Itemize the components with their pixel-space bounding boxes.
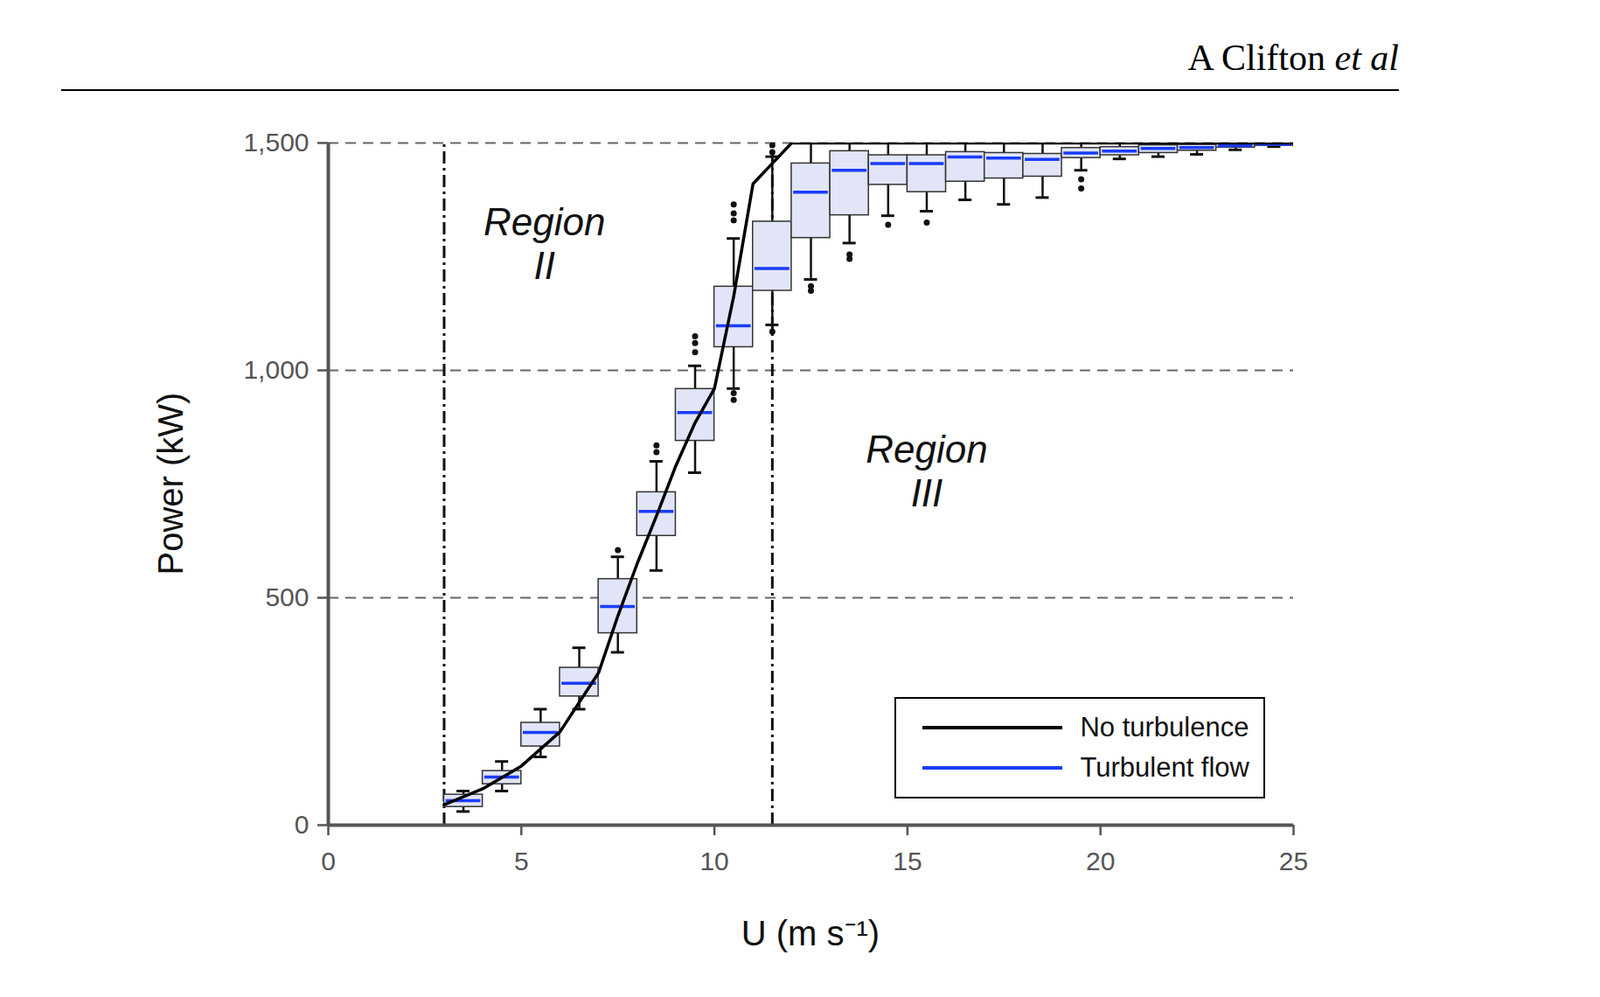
html-text:Turbulent flow: Turbulent flow: [1080, 751, 1250, 783]
svg-text:25: 25: [1279, 846, 1308, 876]
html-text:No turbulence: No turbulence: [1080, 711, 1249, 743]
svg-text:10: 10: [699, 846, 729, 876]
svg-text:0: 0: [320, 846, 336, 876]
svg-text:1,000: 1,000: [243, 354, 309, 384]
svg-text:500: 500: [264, 582, 309, 612]
html-text:U (m s⁻¹): U (m s⁻¹): [741, 913, 880, 952]
svg-text:20: 20: [1085, 846, 1115, 876]
svg-text:RegionII: RegionII: [483, 200, 606, 288]
svg-text:5: 5: [514, 846, 529, 876]
svg-text:RegionIII: RegionIII: [865, 427, 988, 515]
svg-text:0: 0: [294, 809, 310, 839]
html-text:A Clifton et al: A Clifton et al: [1187, 37, 1399, 78]
svg-text:15: 15: [892, 846, 922, 876]
html-text:Power (kW): Power (kW): [150, 392, 190, 575]
svg-text:1,500: 1,500: [243, 127, 309, 157]
